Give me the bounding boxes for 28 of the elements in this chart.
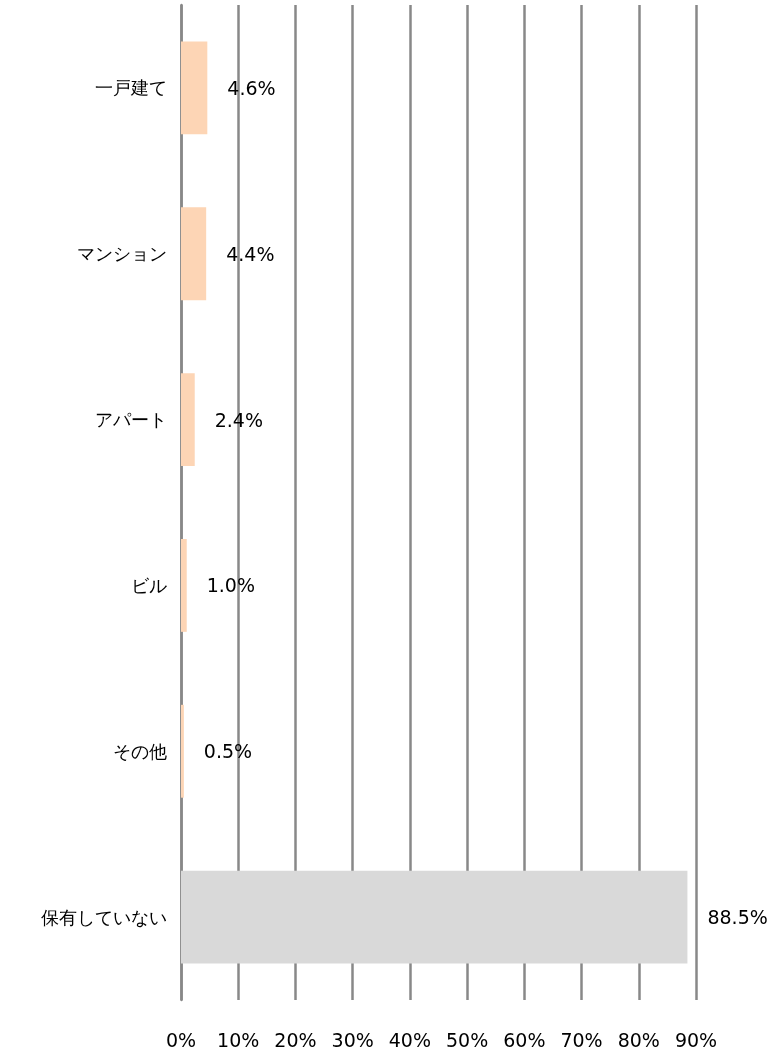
y-tick-label: 一戸建て (95, 77, 167, 99)
y-tick-label: その他 (113, 740, 167, 762)
data-label: 88.5% (707, 906, 768, 929)
y-tick-label: ビル (131, 574, 167, 596)
x-tick-label: 80% (617, 1028, 660, 1051)
y-tick-label: マンション (77, 243, 167, 265)
y-tick-label: 保有していない (41, 906, 167, 928)
bar (181, 41, 208, 135)
x-tick-label: 30% (331, 1028, 374, 1051)
x-tick-label: 90% (674, 1028, 718, 1051)
x-tick-label: 0% (165, 1028, 197, 1051)
data-label: 2.4% (214, 408, 264, 431)
data-label: 0.5% (203, 740, 253, 763)
bar (181, 870, 688, 964)
data-label: 4.6% (227, 76, 276, 99)
bar (181, 704, 184, 798)
x-tick-label: 60% (503, 1028, 546, 1051)
x-tick-label: 20% (274, 1028, 317, 1051)
x-tick-label: 70% (560, 1028, 603, 1051)
data-label: 4.4% (226, 242, 275, 265)
x-tick-label: 10% (217, 1028, 260, 1051)
x-tick-label: 50% (445, 1028, 489, 1051)
bar (181, 373, 195, 467)
bar (181, 207, 207, 301)
bar (181, 538, 187, 632)
data-label: 1.0% (206, 574, 255, 597)
y-tick-label: アパート (95, 409, 167, 431)
x-tick-label: 40% (388, 1028, 432, 1051)
